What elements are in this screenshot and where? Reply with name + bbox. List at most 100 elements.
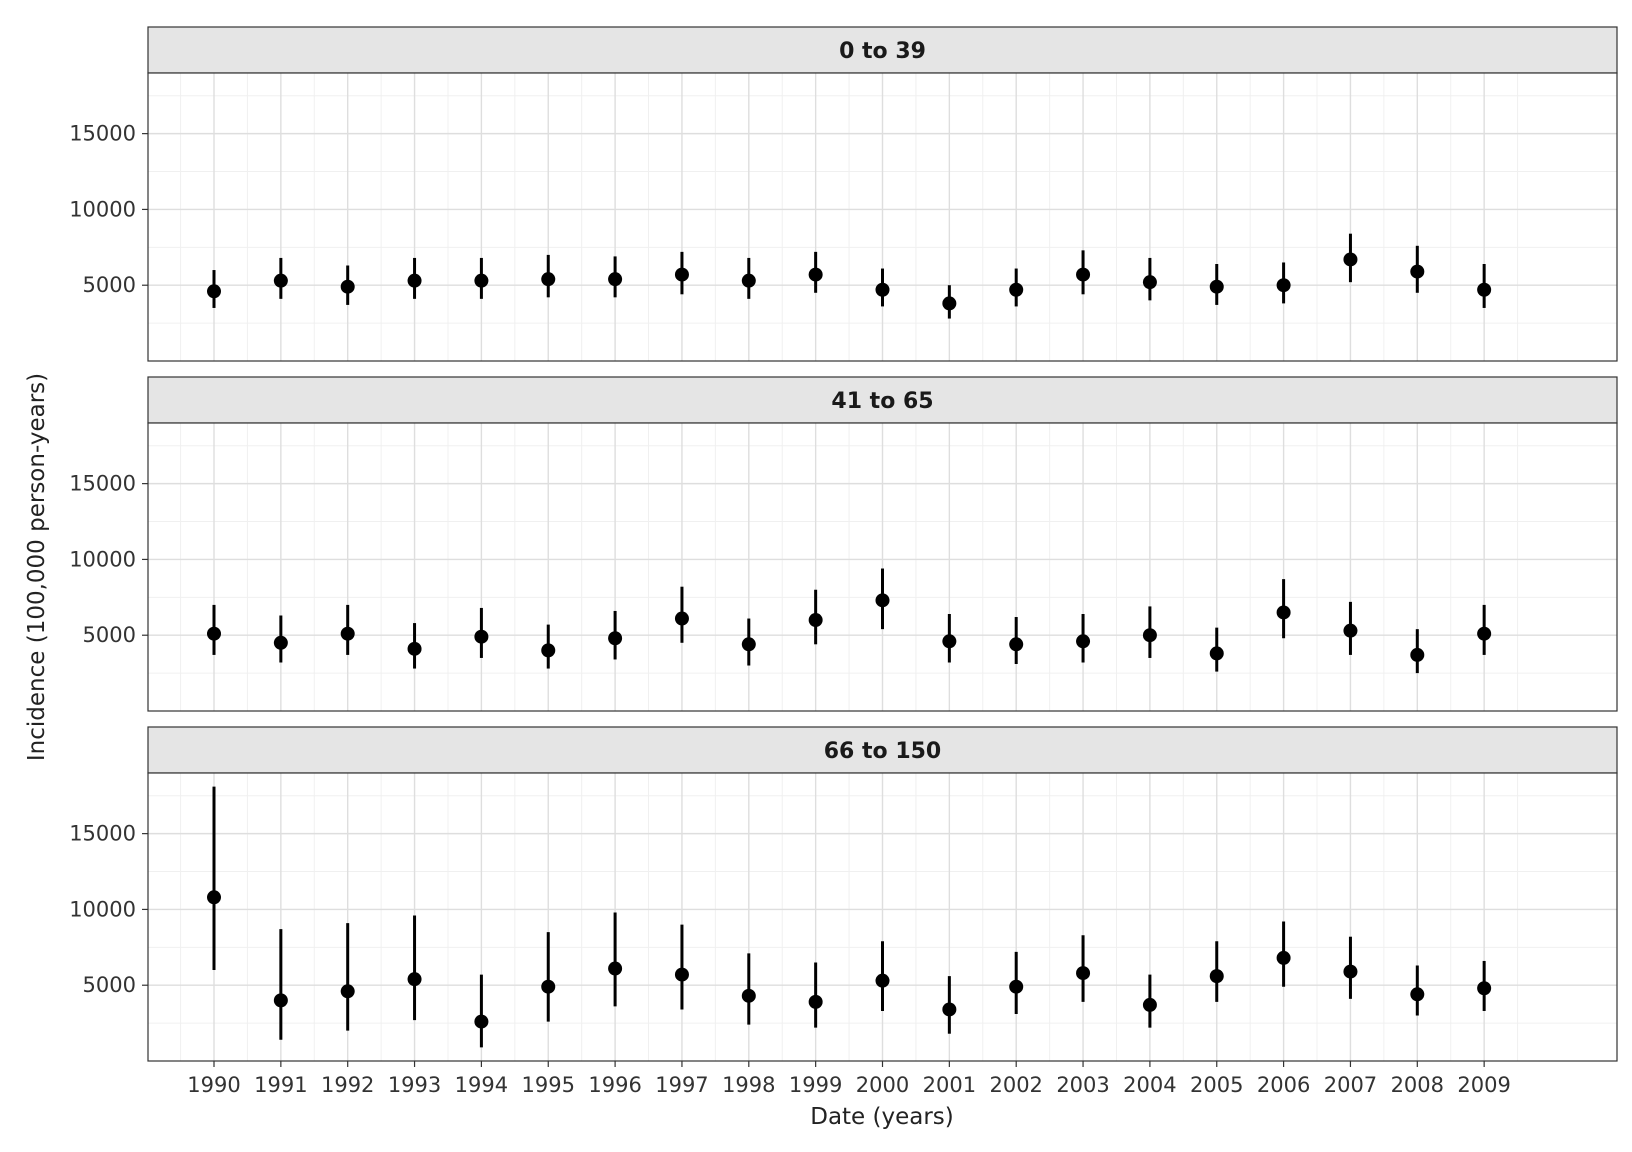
facet-strip-label: 41 to 65	[831, 389, 933, 414]
data-point	[207, 284, 221, 299]
data-point	[741, 273, 756, 288]
data-point	[474, 629, 489, 644]
data-point	[1009, 979, 1024, 994]
y-tick-label: 10000	[69, 547, 136, 571]
data-point	[1009, 282, 1024, 297]
facet-strip	[147, 26, 1618, 74]
grid-lines	[148, 773, 1617, 1061]
facet-panel-2: 41 to 65 5000 10000 15000	[69, 376, 1618, 712]
grid-lines	[148, 73, 1617, 361]
data-point	[674, 267, 689, 282]
panel-border	[147, 72, 1618, 362]
data-point	[1209, 646, 1224, 661]
x-tick-label: 1990	[187, 1073, 240, 1097]
data-point	[207, 626, 221, 641]
data-point	[474, 273, 489, 288]
y-tick-label: 10000	[69, 197, 136, 221]
facet-panel-1: 0 to 39 5000 10000 15000	[69, 26, 1618, 362]
x-tick-label: 1991	[254, 1073, 307, 1097]
grid-lines	[148, 423, 1617, 711]
data-point	[1410, 647, 1425, 662]
x-tick-label: 1996	[588, 1073, 641, 1097]
data-point	[942, 296, 957, 311]
data-point	[1209, 969, 1224, 984]
x-tick-label: 2006	[1257, 1073, 1310, 1097]
data-point	[1343, 964, 1358, 979]
data-point	[674, 611, 689, 626]
x-tick-label: 2008	[1391, 1073, 1444, 1097]
data-point	[541, 979, 556, 994]
data-point	[1142, 997, 1157, 1012]
x-tick-label: 1999	[789, 1073, 842, 1097]
facet-strip-label: 0 to 39	[839, 39, 926, 64]
x-tick-label: 2004	[1123, 1073, 1176, 1097]
data-point	[608, 631, 623, 646]
x-tick-label: 2000	[856, 1073, 909, 1097]
x-tick-label: 2009	[1457, 1073, 1510, 1097]
x-tick-label: 2002	[989, 1073, 1042, 1097]
y-tick-label: 5000	[83, 973, 136, 997]
data-point	[207, 890, 221, 905]
data-point	[1410, 264, 1425, 279]
data-point	[1142, 275, 1157, 290]
data-point	[1142, 628, 1157, 643]
data-point	[273, 993, 288, 1008]
data-point	[1343, 623, 1358, 638]
facet-strip	[147, 376, 1618, 424]
y-tick-label: 5000	[83, 273, 136, 297]
data-point	[1076, 966, 1091, 981]
data-point	[407, 641, 422, 656]
x-tick-label: 1997	[655, 1073, 708, 1097]
data-point	[808, 267, 823, 282]
facet-panel-3: 66 to 150 5000 10000 15000	[69, 726, 1618, 1062]
data-point	[1076, 634, 1091, 649]
y-tick-label: 5000	[83, 623, 136, 647]
x-tick-label: 1994	[455, 1073, 508, 1097]
data-point	[1076, 267, 1091, 282]
data-point	[1009, 637, 1024, 652]
data-point	[541, 643, 556, 658]
x-tick-label: 1995	[522, 1073, 575, 1097]
x-axis: 1990 1991 1992 1993 1994 1995 1996 1997 1998 1999…	[187, 1061, 1511, 1097]
y-tick-label: 15000	[69, 472, 136, 496]
data-point	[407, 273, 422, 288]
facet-strip	[147, 726, 1618, 774]
data-point	[741, 637, 756, 652]
y-tick-label: 15000	[69, 122, 136, 146]
data-point	[1477, 626, 1492, 641]
data-point	[541, 272, 556, 287]
data-point	[741, 988, 756, 1003]
x-tick-label: 1998	[722, 1073, 775, 1097]
data-point	[1209, 279, 1224, 294]
data-point	[273, 635, 288, 650]
x-tick-label: 1993	[388, 1073, 441, 1097]
data-point	[1477, 981, 1492, 996]
x-tick-label: 2007	[1324, 1073, 1377, 1097]
data-point	[875, 973, 890, 988]
panels-layer: 0 to 39 5000 10000 15000 41 to 65 5000 10000 15…	[69, 26, 1618, 1062]
x-tick-label: 2003	[1056, 1073, 1109, 1097]
data-point	[273, 273, 288, 288]
data-series	[207, 568, 1492, 674]
data-point	[340, 279, 355, 294]
data-point	[474, 1014, 489, 1029]
data-point	[1410, 987, 1425, 1002]
data-point	[1343, 252, 1358, 267]
data-series	[207, 233, 1492, 319]
y-tick-label: 10000	[69, 897, 136, 921]
data-point	[942, 1002, 957, 1017]
data-point	[875, 282, 890, 297]
x-tick-label: 2001	[923, 1073, 976, 1097]
data-point	[1477, 282, 1492, 297]
data-point	[407, 972, 422, 987]
y-tick-label: 15000	[69, 822, 136, 846]
facet-strip-label: 66 to 150	[824, 739, 942, 764]
data-point	[608, 272, 623, 287]
data-point	[674, 967, 689, 982]
data-point	[340, 626, 355, 641]
data-point	[875, 593, 890, 608]
data-point	[808, 994, 823, 1009]
panel-border	[147, 422, 1618, 712]
